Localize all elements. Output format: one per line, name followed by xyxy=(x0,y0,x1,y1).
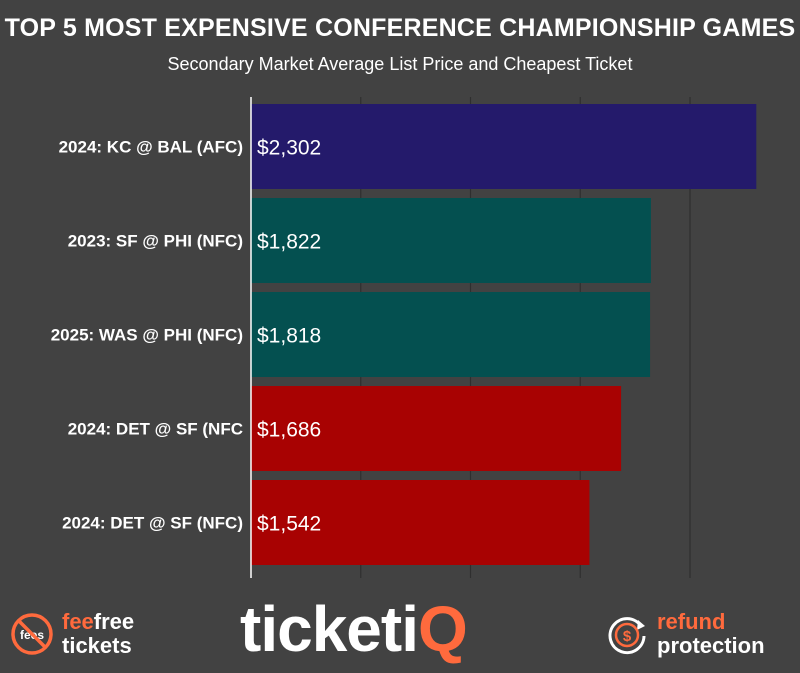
bar-chart: 2024: KC @ BAL (AFC) 2023: SF @ PHI (NFC)… xyxy=(51,97,757,578)
bars xyxy=(251,104,757,565)
fee-free-tickets-badge: fees feefree tickets xyxy=(10,606,180,662)
bar xyxy=(251,292,651,377)
refund-protection-badge: $ refund protection xyxy=(605,606,795,662)
no-fees-icon: fees xyxy=(11,613,53,655)
bar xyxy=(251,198,651,283)
category-label: 2024: KC @ BAL (AFC) xyxy=(59,138,243,157)
protection-word: protection xyxy=(657,633,765,658)
logo-text-q: Q xyxy=(417,593,468,665)
bar xyxy=(251,104,757,189)
tickets-word: tickets xyxy=(62,633,132,658)
category-label: 2023: SF @ PHI (NFC) xyxy=(68,232,243,251)
data-label: $1,822 xyxy=(257,231,321,254)
category-label: 2024: DET @ SF (NFC) xyxy=(62,514,243,533)
chart-subtitle: Secondary Market Average List Price and … xyxy=(167,54,633,74)
data-label: $2,302 xyxy=(257,137,321,160)
data-label: $1,818 xyxy=(257,325,321,348)
bar xyxy=(251,386,622,471)
bar xyxy=(251,480,590,565)
category-labels: 2024: KC @ BAL (AFC) 2023: SF @ PHI (NFC)… xyxy=(51,138,243,533)
fee-word: fee xyxy=(62,609,94,634)
category-label: 2024: DET @ SF (NFC xyxy=(68,420,243,439)
value-labels: $2,302 $1,822 $1,818 $1,686 $1,542 xyxy=(257,137,321,536)
logo-text-main: ticketi xyxy=(240,593,419,665)
data-label: $1,542 xyxy=(257,513,321,536)
dollar-refresh-icon: $ xyxy=(608,617,646,655)
data-label: $1,686 xyxy=(257,419,321,442)
chart-title: TOP 5 MOST EXPENSIVE CONFERENCE CHAMPION… xyxy=(4,14,796,42)
refund-word: refund xyxy=(657,609,726,634)
dollar-sign: $ xyxy=(623,628,632,645)
ticketiq-logo: ticketiQ xyxy=(240,592,560,670)
free-word: free xyxy=(93,609,135,634)
category-label: 2025: WAS @ PHI (NFC) xyxy=(51,326,243,345)
footer: fees feefree tickets ticketiQ $ refund p… xyxy=(0,588,800,673)
